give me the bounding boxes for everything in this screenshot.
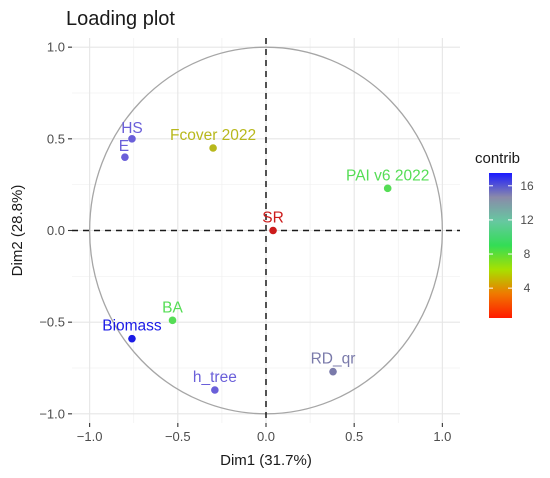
x-tick-label: 1.0 <box>433 429 451 444</box>
x-tick-label: 0.0 <box>257 429 275 444</box>
legend-tick-label: 4 <box>524 281 531 295</box>
chart-title: Loading plot <box>66 8 175 30</box>
point-label: h_tree <box>193 369 237 386</box>
point-label: HS <box>121 120 143 137</box>
point-label: Fcover 2022 <box>170 127 256 144</box>
y-tick-label: 1.0 <box>47 40 65 55</box>
data-point <box>128 334 136 343</box>
point-label: PAI v6 2022 <box>346 167 429 184</box>
point-label: BA <box>162 299 183 316</box>
point-label: Biomass <box>102 318 162 335</box>
contrib-legend: contrib 4 8 12 16 <box>475 150 534 318</box>
y-tick-label: −1.0 <box>39 406 65 421</box>
x-tick-label: 0.5 <box>345 429 363 444</box>
x-tick-label: −1.0 <box>77 429 103 444</box>
data-point <box>269 226 277 235</box>
data-point <box>383 184 392 193</box>
data-point <box>168 316 177 325</box>
y-tick-label: 0.5 <box>47 131 65 146</box>
legend-tick-label: 16 <box>520 179 534 193</box>
point-label: SR <box>262 210 284 227</box>
legend-tick-label: 12 <box>520 213 534 227</box>
x-tick-label: −0.5 <box>165 429 191 444</box>
data-point <box>329 367 337 376</box>
point-label: RD_qr <box>311 351 356 368</box>
data-point <box>211 386 219 394</box>
point-label: E <box>119 138 129 155</box>
y-tick-label: −0.5 <box>39 315 65 330</box>
x-axis-label: Dim1 (31.7%) <box>220 452 312 469</box>
legend-title: contrib <box>475 150 520 167</box>
data-point <box>121 153 129 161</box>
data-point <box>128 135 136 143</box>
data-point <box>209 144 217 152</box>
legend-colorbar <box>489 173 512 318</box>
y-axis-label: Dim2 (28.8%) <box>9 185 26 277</box>
legend-tick-label: 8 <box>524 247 531 261</box>
y-tick-label: 0.0 <box>47 223 65 238</box>
